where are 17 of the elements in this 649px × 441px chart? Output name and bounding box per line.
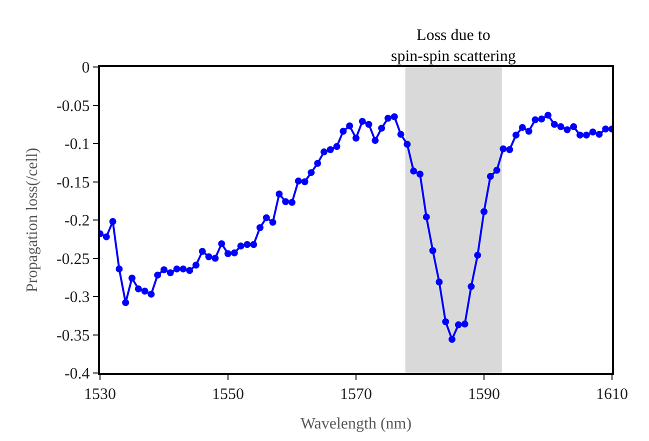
y-tick-label: -0.15	[56, 174, 90, 192]
x-tick-label: 1610	[596, 386, 628, 404]
y-tick-label: -0.05	[56, 98, 90, 115]
x-axis-title: Wavelength (nm)	[300, 415, 412, 432]
x-tick-label: 1590	[468, 386, 500, 404]
y-tick-label: -0.3	[64, 289, 90, 306]
y-tick-label: -0.4	[64, 366, 90, 383]
y-axis-title: Propagation loss(/cell)	[24, 148, 41, 292]
x-tick-label: 1570	[340, 386, 372, 404]
x-tick-label: 1530	[84, 386, 116, 404]
y-tick-label: -0.1	[64, 136, 90, 154]
band-label: Loss due to spin-spin scattering	[391, 27, 516, 65]
x-tick-label: 1550	[212, 386, 244, 404]
y-tick-label: -0.25	[56, 250, 90, 268]
y-tick-label: -0.35	[56, 327, 90, 344]
y-tick-label: 0	[82, 60, 90, 77]
y-tick-label: -0.2	[64, 212, 90, 230]
